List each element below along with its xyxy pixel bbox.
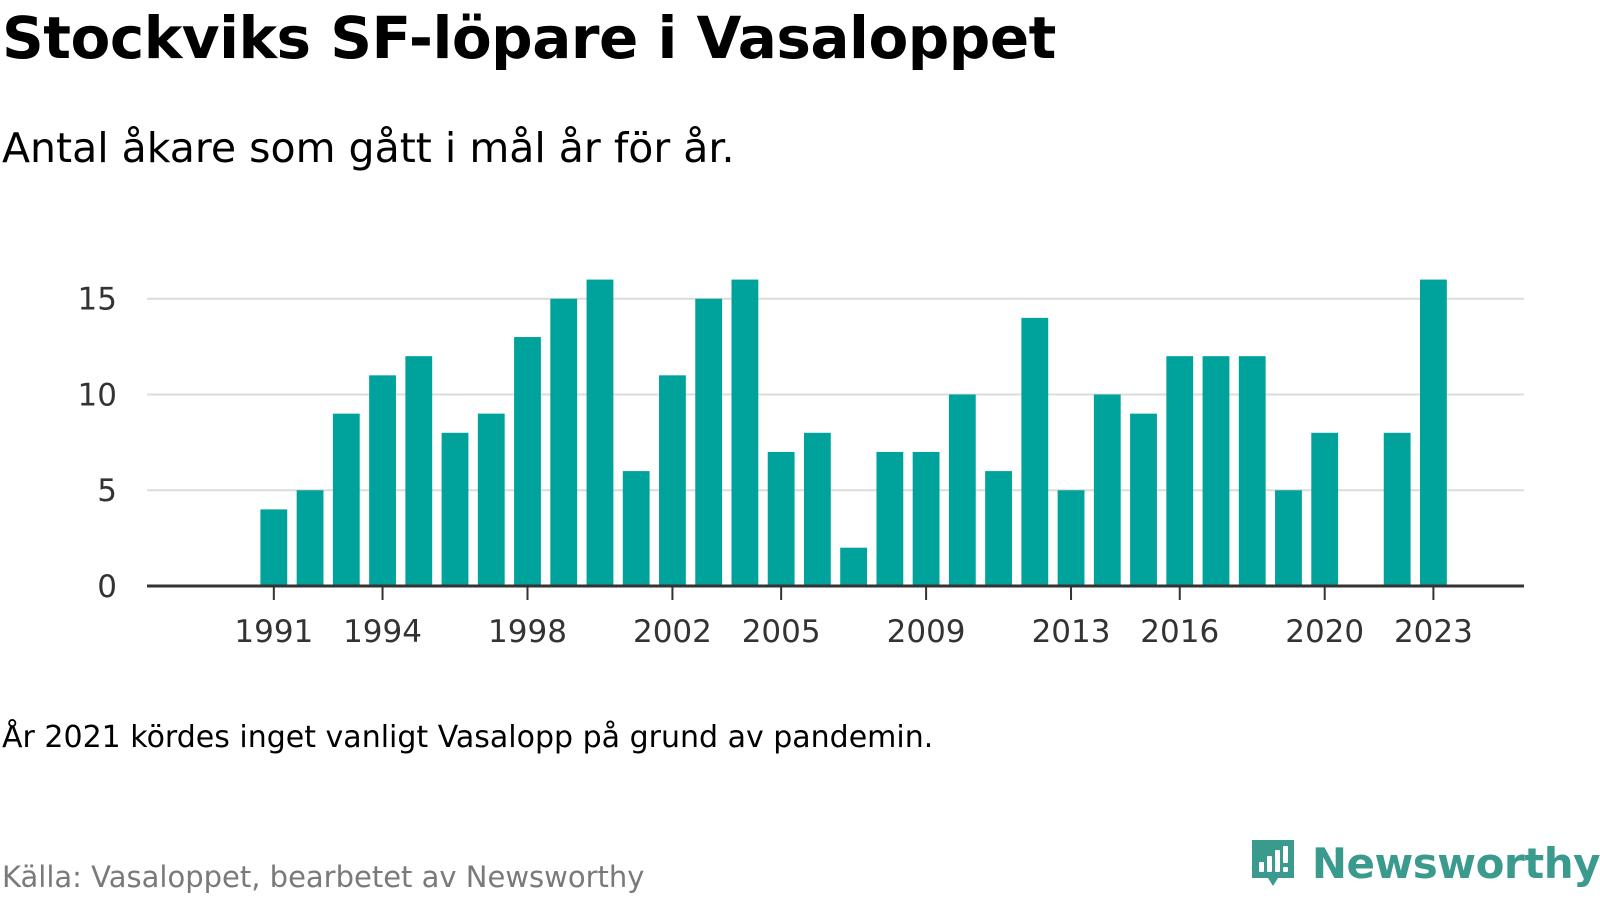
bar-2002 bbox=[659, 375, 686, 586]
bar-1998 bbox=[514, 337, 541, 586]
bar-2000 bbox=[586, 279, 614, 586]
x-tick-label: 2005 bbox=[742, 614, 821, 650]
brand-name: Newsworthy bbox=[1311, 838, 1600, 888]
x-tick-label: 1991 bbox=[234, 614, 313, 650]
bar-1996 bbox=[441, 432, 469, 586]
bar-2009 bbox=[912, 451, 940, 586]
bar-2014 bbox=[1093, 394, 1121, 586]
bar-2017 bbox=[1202, 356, 1230, 586]
y-tick-label: 10 bbox=[78, 377, 117, 413]
y-tick-label: 15 bbox=[78, 282, 117, 318]
x-tick-label: 2009 bbox=[887, 614, 966, 650]
newsworthy-logo-icon bbox=[1251, 840, 1294, 886]
axes: 0 5 10 15 1991 1994 1998 2002 2005 2009 2013 2016 20… bbox=[78, 282, 1524, 650]
bar-2007 bbox=[840, 547, 868, 586]
bar-2012 bbox=[1021, 317, 1049, 586]
bar-2005 bbox=[767, 451, 795, 586]
brand: Newsworthy bbox=[1248, 838, 1600, 888]
bar-2011 bbox=[985, 471, 1012, 586]
source-credit: Källa: Vasaloppet, bearbetet av Newswort… bbox=[2, 860, 645, 894]
bar-1999 bbox=[550, 298, 578, 586]
bar-2008 bbox=[876, 451, 904, 586]
x-tick-label: 2013 bbox=[1032, 614, 1111, 650]
x-tick-label: 1994 bbox=[343, 614, 422, 650]
bar-1991 bbox=[260, 509, 288, 586]
x-tick-label: 2023 bbox=[1394, 614, 1473, 650]
bar-2010 bbox=[948, 394, 976, 586]
bar-1992 bbox=[296, 490, 324, 586]
bar-2004 bbox=[731, 279, 759, 586]
footnote: År 2021 kördes inget vanligt Vasalopp på… bbox=[2, 720, 934, 755]
x-tick-label: 1998 bbox=[488, 614, 567, 650]
chart-title: Stockviks SF-löpare i Vasaloppet bbox=[2, 4, 1056, 72]
x-tick-label: 2002 bbox=[633, 614, 712, 650]
bar-1993 bbox=[332, 413, 360, 586]
bar-2023 bbox=[1420, 279, 1447, 586]
x-tick-label: 2016 bbox=[1140, 614, 1219, 650]
chart-subtitle: Antal åkare som gått i mål år för år. bbox=[2, 124, 735, 172]
bar-2013 bbox=[1057, 490, 1085, 586]
y-tick-label: 0 bbox=[97, 569, 117, 605]
bar-2001 bbox=[622, 471, 650, 586]
bar-1995 bbox=[405, 356, 433, 586]
bar-2016 bbox=[1166, 356, 1194, 586]
bars bbox=[260, 279, 1447, 586]
bar-2019 bbox=[1275, 490, 1302, 586]
x-tick-label: 2020 bbox=[1285, 614, 1364, 650]
bar-2006 bbox=[803, 432, 831, 586]
y-tick-label: 5 bbox=[97, 473, 117, 509]
bar-2022 bbox=[1383, 432, 1411, 586]
bar-1994 bbox=[369, 375, 396, 586]
bar-2020 bbox=[1311, 432, 1339, 586]
bar-2018 bbox=[1238, 356, 1266, 586]
bar-2015 bbox=[1130, 413, 1157, 586]
bar-1997 bbox=[477, 413, 505, 586]
bar-2003 bbox=[695, 298, 723, 586]
